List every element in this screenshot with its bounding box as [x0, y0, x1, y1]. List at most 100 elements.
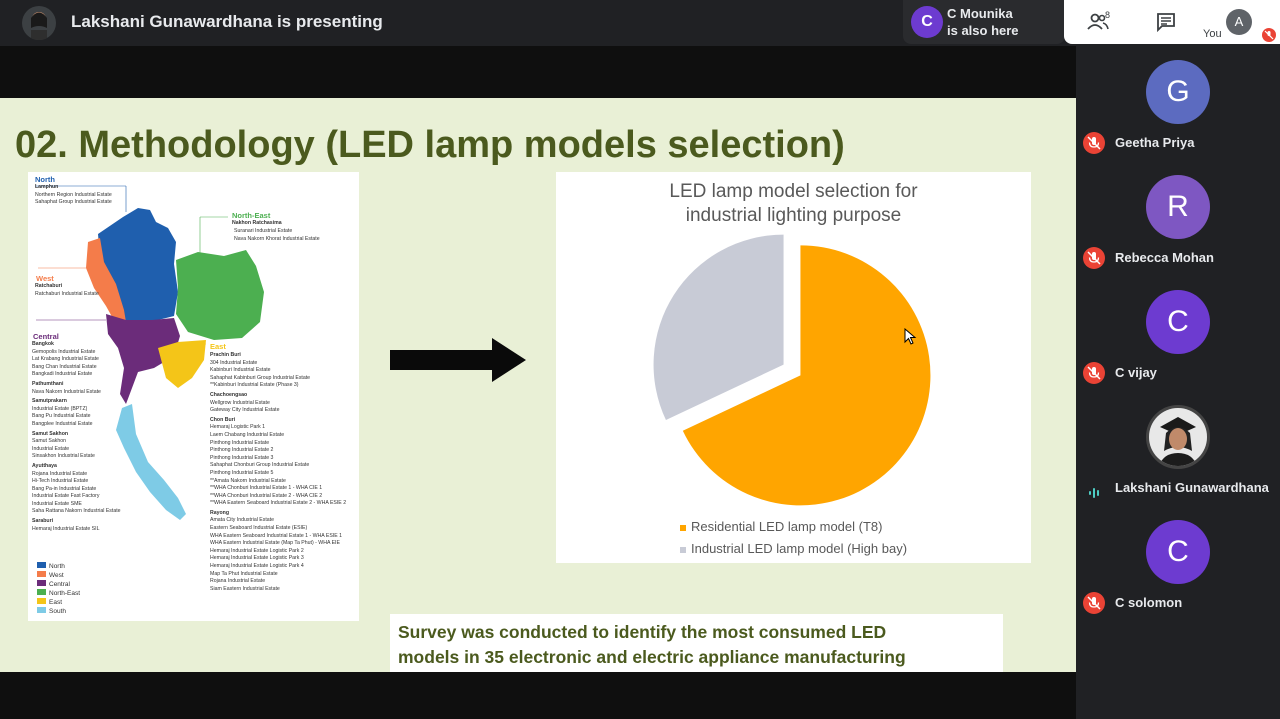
map-item: Siam Eastern Industrial Estate	[210, 585, 280, 592]
map-item: 304 Industrial Estate	[210, 359, 258, 366]
map-item: WHA Eastern Seaboard Industrial Estate 1…	[210, 532, 343, 539]
participant-name: Lakshani Gunawardhana	[1115, 480, 1269, 495]
map-item: Map Ta Phut Industrial Estate	[210, 570, 278, 577]
map-item: Sahaphat Chonburi Group Industrial Estat…	[210, 462, 310, 469]
survey-note: Survey was conducted to identify the mos…	[390, 614, 1003, 672]
map-item: Laem Chabang Industrial Estate	[210, 431, 285, 438]
map-item: Bang Pu Industrial Estate	[32, 413, 91, 420]
map-item: Industrial Estate SME	[32, 500, 82, 507]
map-item: Rojana Industrial Estate	[32, 470, 88, 477]
slide-title: 02. Methodology (LED lamp models selecti…	[15, 124, 845, 166]
map-central-title: Central	[33, 332, 59, 341]
map-province: Chachoengsao	[210, 391, 248, 398]
map-item: Nava Nakorn Industrial Estate	[32, 388, 101, 395]
presenting-status: Lakshani Gunawardhana is presenting	[71, 12, 383, 31]
map-item: Industrial Estate Fast Factory	[32, 493, 100, 500]
map-item: Sahaphat Kabinburi Group Industrial Esta…	[210, 374, 311, 381]
map-item: Pinthong Industrial Estate	[210, 439, 270, 446]
map-item: Lat Krabang Industrial Estate	[32, 356, 99, 363]
map-item: **WHA Chonburi Industrial Estate 2 - WHA…	[210, 492, 323, 499]
map-item: Saha Rattana Nakorn Industrial Estate	[32, 508, 121, 515]
person-icon	[31, 12, 47, 40]
participant-name: C solomon	[1115, 595, 1183, 610]
participant-tile[interactable]: Lakshani Gunawardhana	[1076, 405, 1280, 520]
map-item: Pinthong Industrial Estate 3	[210, 454, 274, 461]
map-north-item: Northern Region Industrial Estate	[35, 192, 112, 198]
participant-name: C vijay	[1115, 365, 1157, 380]
mic-off-icon	[1083, 592, 1105, 614]
map-west-title: West	[36, 274, 54, 283]
map-province: Prachin Buri	[210, 352, 241, 358]
avatar: R	[1146, 175, 1210, 239]
map-province: Rayong	[210, 509, 230, 516]
map-item: Sinsakhon Industrial Estate	[32, 453, 95, 460]
map-item: Eastern Seaboard Industrial Estate (ESIE…	[210, 525, 308, 532]
map-item: Pinthong Industrial Estate 5	[210, 469, 274, 476]
participant-tile[interactable]: R Rebecca Mohan	[1076, 175, 1280, 290]
legend-swatch	[37, 598, 46, 604]
arrow-right-icon	[390, 338, 526, 382]
chart-legend: Residential LED lamp model (T8) Industri…	[680, 516, 907, 560]
graduate-photo-icon	[1149, 408, 1207, 466]
map-item: Kabinburi Industrial Estate	[210, 367, 271, 374]
avatar: C	[1146, 290, 1210, 354]
legend-item: Industrial LED lamp model (High bay)	[680, 538, 907, 560]
presenter-avatar	[22, 6, 56, 40]
participant-name: Rebecca Mohan	[1115, 250, 1214, 265]
map-item: Hi-Tech Industrial Estate	[32, 478, 89, 485]
map-item: Hemaraj Industrial Estate Logistic Park …	[210, 555, 304, 562]
legend-label: South	[49, 608, 66, 615]
avatar: C	[911, 6, 943, 38]
people-button[interactable]	[1086, 10, 1110, 34]
region-west-shape	[86, 238, 126, 324]
pie-chart	[653, 234, 931, 506]
presented-slide: 02. Methodology (LED lamp models selecti…	[0, 98, 1076, 672]
survey-line: Survey was conducted to identify the mos…	[398, 622, 887, 642]
meet-top-bar: Lakshani Gunawardhana is presenting C C …	[0, 0, 1280, 46]
map-item: WHA Eastern Industrial Estate (Map Ta Ph…	[210, 540, 340, 547]
panel-footer	[1076, 621, 1280, 719]
map-northeast-province: Nakhon Ratchasima	[232, 220, 282, 226]
self-avatar[interactable]: A	[1226, 9, 1252, 35]
also-here-chip[interactable]: C C Mounika is also here	[903, 0, 1065, 44]
legend-item: Residential LED lamp model (T8)	[680, 516, 907, 538]
legend-swatch	[37, 580, 46, 586]
legend-label: West	[49, 572, 64, 579]
map-item: **WHA Chonburi Industrial Estate 1 - WHA…	[210, 485, 323, 492]
avatar: G	[1146, 60, 1210, 124]
survey-line: models in 35 electronic and electric app…	[398, 647, 906, 667]
also-here-label: is also here	[947, 23, 1019, 38]
map-item: Industrial Estate	[32, 445, 70, 452]
map-province: Samutprakarn	[32, 398, 67, 405]
mouse-cursor-icon	[904, 328, 917, 345]
participant-tile[interactable]: C C vijay	[1076, 290, 1280, 405]
map-province: Bangkok	[32, 341, 54, 347]
also-here-name: C Mounika	[947, 6, 1013, 21]
chart-title: LED lamp model selection for industrial …	[669, 181, 918, 226]
participant-tile[interactable]: G Geetha Priya	[1076, 60, 1280, 175]
map-northeast-item: Nava Nakorn Khorat Industrial Estate	[234, 236, 320, 242]
map-item: Bang Chan Industrial Estate	[32, 363, 97, 370]
mic-off-icon	[1262, 28, 1276, 42]
mic-off-icon	[1083, 362, 1105, 384]
participant-name: Geetha Priya	[1115, 135, 1195, 150]
region-east-shape	[158, 340, 206, 388]
legend-label: East	[49, 599, 63, 606]
participant-tile[interactable]: C C solomon	[1076, 520, 1280, 635]
map-item: Amata City Industrial Estate	[210, 517, 275, 524]
legend-label: Residential LED lamp model (T8)	[691, 519, 883, 534]
map-central-list: Bangkok Gemopolis Industrial Estate Lat …	[32, 341, 121, 533]
map-item: Rojana Industrial Estate	[210, 578, 266, 585]
speaking-indicator-icon	[1088, 485, 1102, 498]
mic-off-icon	[1083, 132, 1105, 154]
chat-button[interactable]	[1154, 10, 1178, 34]
map-graphic	[35, 185, 264, 520]
chat-icon	[1157, 13, 1175, 33]
mic-off-icon	[1083, 247, 1105, 269]
legend-swatch	[680, 546, 686, 553]
legend-label: North	[49, 563, 65, 570]
map-province: Samut Sakhon	[32, 430, 69, 437]
map-province: Ayutthaya	[32, 462, 57, 469]
map-item: Hemaraj Industrial Estate SIL	[32, 525, 100, 532]
pie-slice-1	[653, 234, 784, 420]
